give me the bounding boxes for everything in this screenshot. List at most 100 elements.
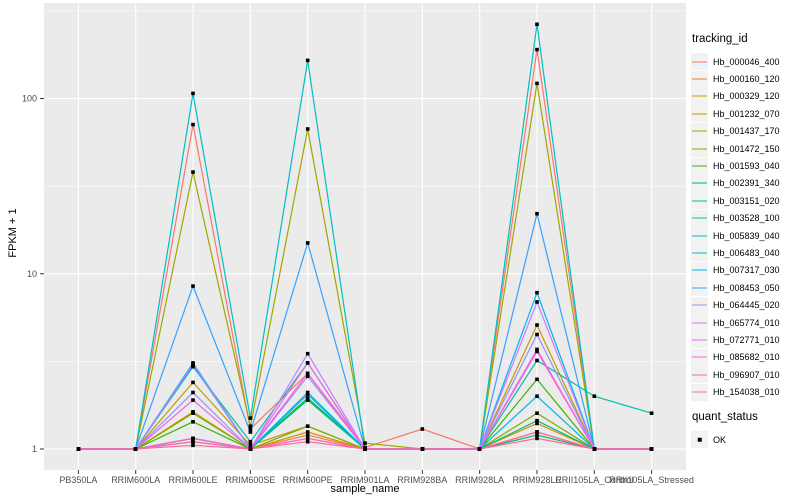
data-point [191,91,195,96]
filled-square-icon [697,437,702,442]
legend-key-swatch [691,296,708,314]
x-tick-label: RRIM928LA [455,475,504,485]
data-point [305,351,310,356]
legend-item-quant-ok: OK [691,431,799,448]
series-color-line-icon [692,235,707,237]
data-point [248,447,253,451]
data-point [248,427,253,431]
data-point [248,416,253,420]
data-point [191,436,195,441]
legend-item-label: OK [713,434,727,445]
legend-item-label: Hb_006483_040 [713,247,780,258]
data-point [535,349,539,354]
x-tick-label: RRIM600SE [225,475,275,485]
legend-item-label: Hb_008453_050 [713,282,780,293]
data-point [649,447,654,451]
legend-item-label: Hb_000160_120 [713,74,780,85]
data-point [248,443,253,448]
x-tick-label: RRIM928LE [512,475,561,485]
data-point [592,394,597,398]
legend-item-label: Hb_000329_120 [713,91,780,102]
series-color-line-icon [692,287,707,289]
data-point [248,430,253,434]
data-point [305,374,310,379]
series-color-line-icon [692,182,707,184]
legend-item-label: Hb_003151_020 [713,195,780,206]
legend-item-Hb_096907_010: Hb_096907_010 [691,366,799,384]
data-point [535,47,539,52]
y-tick-label: 1 [32,444,37,454]
data-point [363,441,367,445]
legend-title-quant-status: quant_status [692,410,758,423]
legend-key-swatch [691,122,708,140]
data-point [535,394,539,398]
data-point [535,81,539,86]
data-point [191,380,195,385]
data-point [191,284,195,288]
legend-key-swatch [691,87,708,105]
legend-item-label: Hb_096907_010 [713,369,780,380]
legend-key-swatch [691,244,708,262]
data-point [363,447,367,451]
data-point [248,439,253,444]
series-color-line-icon [692,130,707,132]
data-point [305,371,310,376]
legend-item-Hb_008453_050: Hb_008453_050 [691,279,799,297]
data-point [248,424,253,428]
data-point [477,447,482,451]
data-point [133,447,138,451]
x-tick-label: PB350LA [59,475,97,485]
data-point [305,392,310,397]
data-point [305,396,310,400]
data-point [305,430,310,434]
data-point [535,436,539,441]
legend-item-label: Hb_002391_340 [713,178,780,189]
data-point [535,290,539,295]
legend-item-label: Hb_000046_400 [713,56,780,67]
legend-item-Hb_064445_020: Hb_064445_020 [691,296,799,314]
series-color-line-icon [692,217,707,219]
data-point [535,421,539,426]
legend-key-swatch [691,140,708,158]
legend-item-Hb_007317_030: Hb_007317_030 [691,261,799,279]
legend-item-label: Hb_007317_030 [713,265,780,276]
data-point [191,411,195,415]
x-tick-label: RRIM600PE [283,475,333,485]
data-point [305,361,310,365]
series-color-line-icon [692,374,707,376]
legend-key-swatch [691,279,708,297]
legend-key-swatch [691,261,708,279]
legend-key-swatch [691,105,708,123]
series-color-line-icon [692,148,707,150]
legend-item-Hb_001593_040: Hb_001593_040 [691,157,799,175]
legend-key-swatch [691,314,708,332]
series-color-line-icon [692,165,707,167]
legend-item-Hb_154038_010: Hb_154038_010 [691,383,799,401]
data-point [305,433,310,437]
data-point [305,390,310,395]
legend-key-swatch [691,174,708,192]
data-point [535,411,539,415]
x-tick-label: RRIM928BA [397,475,447,485]
legend-item-Hb_001472_150: Hb_001472_150 [691,140,799,158]
data-point [535,323,539,327]
series-color-line-icon [692,304,707,306]
x-axis-title: sample_name [330,483,400,495]
legend-item-label: Hb_085682_010 [713,352,780,363]
legend-key-swatch [691,366,708,384]
data-point [535,418,539,423]
legend-item-Hb_072771_010: Hb_072771_010 [691,331,799,349]
series-color-line-icon [692,339,707,341]
legend-item-Hb_002391_340: Hb_002391_340 [691,174,799,192]
legend-key-swatch [691,383,708,401]
series-color-line-icon [692,113,707,115]
data-point [191,390,195,395]
legend-item-label: Hb_001593_040 [713,161,780,172]
data-point [420,427,425,431]
data-point [305,436,310,441]
legend-item-Hb_001437_170: Hb_001437_170 [691,122,799,140]
data-point [535,347,539,352]
legend-item-Hb_000160_120: Hb_000160_120 [691,70,799,88]
data-point [305,398,310,402]
